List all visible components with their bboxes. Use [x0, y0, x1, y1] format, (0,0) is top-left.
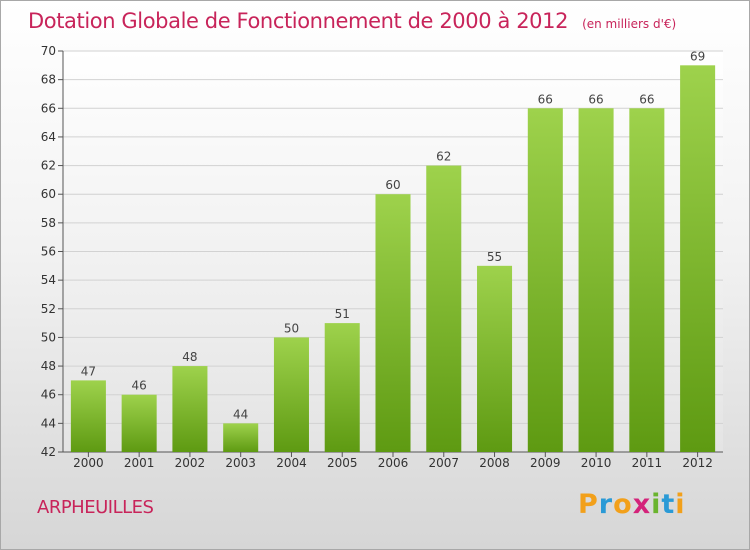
bar [121, 394, 157, 452]
x-tick-label: 2012 [682, 456, 713, 470]
bar [477, 265, 513, 452]
x-tick-label: 2006 [378, 456, 409, 470]
bar [629, 108, 665, 453]
logo-letter: i [675, 489, 686, 520]
data-label: 47 [81, 364, 96, 378]
proxiti-logo: Proxiti [578, 489, 686, 520]
y-tick-label: 64 [41, 130, 56, 144]
data-label: 48 [182, 350, 197, 364]
x-tick-label: 2009 [530, 456, 561, 470]
data-label: 66 [639, 92, 654, 106]
bar [375, 194, 411, 452]
y-tick-label: 68 [41, 73, 56, 87]
bar [172, 366, 208, 452]
data-label: 66 [588, 92, 603, 106]
x-tick-label: 2011 [632, 456, 663, 470]
x-tick-label: 2005 [327, 456, 358, 470]
x-tick-label: 2003 [225, 456, 256, 470]
x-tick-label: 2001 [124, 456, 155, 470]
y-tick-label: 48 [41, 359, 56, 373]
y-tick-label: 52 [41, 302, 56, 316]
data-label: 69 [690, 49, 705, 63]
bar [223, 423, 259, 452]
logo-letter: t [661, 489, 676, 520]
y-tick-label: 44 [41, 416, 56, 430]
x-tick-label: 2010 [581, 456, 612, 470]
logo-letter: r [598, 489, 614, 520]
plot-area: 42 44 46 48 50 52 54 56 58 60 62 64 66 68 70 47 2000 46 20… [41, 44, 723, 470]
bar [324, 323, 360, 452]
y-tick-label: 50 [41, 330, 56, 344]
data-label: 60 [385, 178, 400, 192]
x-tick-label: 2004 [276, 456, 307, 470]
bar [680, 65, 716, 453]
chart-title-text: Dotation Globale de Fonctionnement de 20… [28, 9, 569, 33]
x-tick-label: 2008 [479, 456, 510, 470]
y-tick-label: 54 [41, 273, 56, 287]
y-tick-label: 70 [41, 44, 56, 58]
logo-letter: x [632, 489, 652, 520]
logo-letter: P [578, 489, 599, 520]
chart-subtitle: (en milliers d'€) [582, 17, 677, 31]
data-label: 46 [132, 379, 147, 393]
data-label: 55 [487, 250, 502, 264]
data-label: 66 [538, 92, 553, 106]
y-tick-label: 46 [41, 388, 56, 402]
x-tick-label: 2007 [428, 456, 459, 470]
data-label: 50 [284, 321, 299, 335]
bar [273, 337, 309, 452]
y-tick-label: 42 [41, 445, 56, 459]
chart-title: Dotation Globale de Fonctionnement de 20… [28, 9, 676, 33]
x-tick-label: 2000 [73, 456, 104, 470]
logo-letter: i [651, 489, 662, 520]
y-tick-label: 58 [41, 216, 56, 230]
data-label: 51 [335, 307, 350, 321]
y-tick-label: 62 [41, 159, 56, 173]
data-label: 44 [233, 407, 248, 421]
y-tick-label: 56 [41, 245, 56, 259]
y-tick-label: 66 [41, 101, 56, 115]
x-tick-label: 2002 [175, 456, 206, 470]
bar [70, 380, 106, 452]
data-label: 62 [436, 150, 451, 164]
commune-name: ARPHEUILLES [37, 497, 154, 518]
y-tick-label: 60 [41, 187, 56, 201]
bar [578, 108, 614, 453]
bar [527, 108, 563, 453]
bar [426, 165, 462, 453]
logo-letter: o [613, 489, 633, 520]
